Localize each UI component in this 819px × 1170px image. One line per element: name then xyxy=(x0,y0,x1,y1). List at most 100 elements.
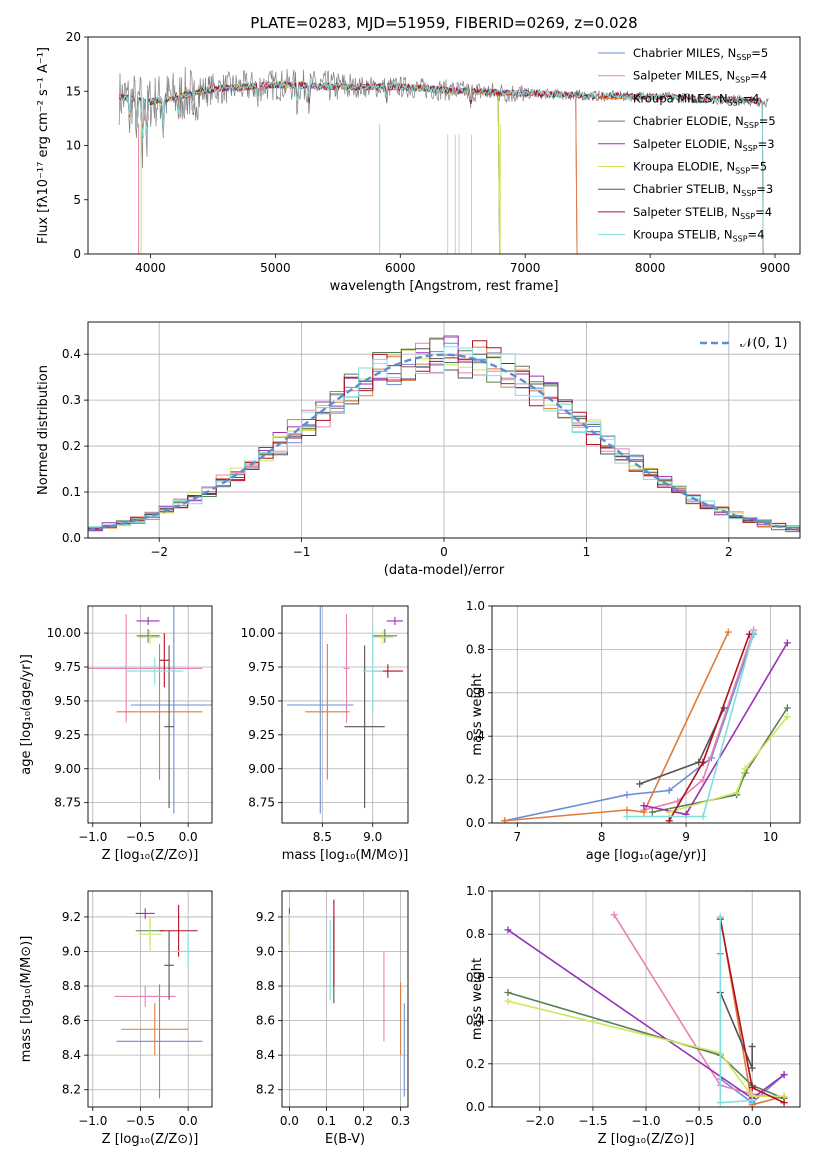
legend-subscript: SSP xyxy=(728,98,743,107)
errorbar-point xyxy=(386,616,403,625)
chart-weight_vs_Z: −2.0 −1.5 −1.0 −0.5 0.0 0.0 0.2 0.4 0.6 0.8 1.0 Z [… xyxy=(466,884,801,1147)
y-tick-label: 8.75 xyxy=(54,796,81,810)
y-tick-label: 9.0 xyxy=(62,944,81,958)
x-tick-label: 8 xyxy=(598,830,606,844)
legend-suffix: =5 xyxy=(750,160,767,174)
y-tick-label: 8.2 xyxy=(62,1083,81,1097)
y-axis-label: Flux [fλ10⁻¹⁷ erg cm⁻² s⁻¹ A⁻¹] xyxy=(36,47,51,244)
errorbar-point xyxy=(130,606,212,814)
x-tick-label: 0 xyxy=(440,545,448,559)
plot-area xyxy=(88,891,212,1107)
weight-line xyxy=(652,707,788,813)
axes-frame xyxy=(87,605,213,824)
legend-label: Kroupa MILES, NSSP=4 xyxy=(633,91,759,107)
y-tick-label: 9.00 xyxy=(248,762,275,776)
x-tick-label: −2 xyxy=(150,545,168,559)
x-tick-label: −0.5 xyxy=(685,1114,714,1128)
x-axis-label: E(B-V) xyxy=(325,1132,365,1147)
errorbar-point xyxy=(88,614,203,723)
legend-suffix: =4 xyxy=(755,205,772,219)
legend-suffix: =4 xyxy=(743,91,760,105)
normal-curve xyxy=(88,353,800,532)
x-tick-label: 6000 xyxy=(385,261,416,275)
errorbar-point xyxy=(164,645,174,809)
x-tick-label: 10 xyxy=(763,830,778,844)
x-tick-label: −1.0 xyxy=(78,830,107,844)
y-tick-label: 8.6 xyxy=(256,1014,275,1028)
chart-residuals: −2 −1 0 1 2 0.0 0.1 0.2 0.3 0.4 (data-model)/error… xyxy=(36,321,801,578)
y-axis-label: mass weight xyxy=(470,673,485,755)
y-axis-label: Normed distribution xyxy=(36,365,51,495)
axes-frame xyxy=(281,605,409,824)
legend: Chabrier MILES, NSSP=5 Salpeter MILES, NS… xyxy=(598,46,776,244)
plot-area xyxy=(282,606,408,823)
x-tick-label: 7000 xyxy=(510,261,541,275)
y-tick-label: 0.8 xyxy=(466,927,485,941)
y-tick-label: 5 xyxy=(73,193,81,207)
x-tick-label: 8000 xyxy=(635,261,666,275)
x-axis-label: wavelength [Angstrom, rest frame] xyxy=(330,279,559,294)
legend-suffix: =5 xyxy=(759,114,776,128)
errorbar-point xyxy=(136,616,160,625)
plot-area xyxy=(492,891,800,1107)
errorbar-point xyxy=(159,904,198,957)
legend-suffix: =4 xyxy=(748,228,765,242)
errorbar-point xyxy=(362,630,383,712)
errorbar-point xyxy=(138,630,162,644)
y-tick-label: 9.00 xyxy=(54,762,81,776)
x-tick-label: 7 xyxy=(513,830,521,844)
y-tick-label: 8.4 xyxy=(62,1048,81,1062)
legend-label: Salpeter STELIB, NSSP=4 xyxy=(633,205,772,221)
plot-area xyxy=(492,606,800,823)
x-tick-label: 9000 xyxy=(760,261,791,275)
weight-line xyxy=(507,1000,785,1097)
legend-subscript: SSP xyxy=(735,76,750,85)
x-tick-label: 2 xyxy=(725,545,733,559)
y-tick-label: 0.2 xyxy=(62,439,81,453)
y-tick-label: 0.4 xyxy=(466,1014,485,1028)
chart-age_vs_Z: −1.0 −0.5 0.0 8.75 9.00 9.25 9.50 9.75 10.00 Z [l… xyxy=(19,605,213,863)
y-tick-label: 0.8 xyxy=(466,642,485,656)
x-tick-label: 0.0 xyxy=(179,1114,198,1128)
weight-line xyxy=(668,716,788,813)
weight-series xyxy=(623,628,758,820)
weight-series xyxy=(501,628,732,823)
errorbar-point xyxy=(114,986,176,1007)
errorbar-point xyxy=(121,1003,189,1056)
errorbar-point xyxy=(136,629,160,643)
y-tick-label: 0.0 xyxy=(62,531,81,545)
axes-frame xyxy=(281,890,409,1108)
model-spectrum-line xyxy=(119,80,764,254)
chart-spectrum: 4000 5000 6000 7000 8000 9000 0 5 10 15 20 waveleng… xyxy=(36,14,801,294)
y-tick-label: 10.00 xyxy=(47,626,81,640)
y-tick-label: 0.2 xyxy=(466,773,485,787)
errorbar-point xyxy=(372,629,397,643)
plot-area xyxy=(88,606,212,823)
legend-label: Kroupa STELIB, NSSP=4 xyxy=(633,228,764,244)
errorbar-point xyxy=(164,930,174,1000)
legend-subscript: SSP xyxy=(740,212,755,221)
x-tick-label: 4000 xyxy=(135,261,166,275)
x-axis-label: Z [log₁₀(Z/Z⊙)] xyxy=(102,848,199,863)
errorbar-point xyxy=(305,643,350,780)
x-axis-label: Z [log₁₀(Z/Z⊙)] xyxy=(102,1132,199,1147)
legend-subscript: SSP xyxy=(736,53,751,62)
y-tick-label: 8.75 xyxy=(248,796,275,810)
y-axis-label: age [log₁₀(age/yr)] xyxy=(19,654,34,775)
chart-title: PLATE=0283, MJD=51959, FIBERID=0269, z=0… xyxy=(250,14,637,32)
legend-subscript: SSP xyxy=(743,144,758,153)
legend: 𝒩(0, 1) xyxy=(700,336,787,351)
x-tick-label: 5000 xyxy=(260,261,291,275)
y-tick-label: 0.4 xyxy=(62,347,81,361)
legend-subscript: SSP xyxy=(733,235,748,244)
plot-area xyxy=(282,891,408,1107)
y-tick-label: 8.4 xyxy=(256,1048,275,1062)
legend-subscript: SSP xyxy=(744,121,759,130)
chart-mass_vs_Z: −1.0 −0.5 0.0 8.2 8.4 8.6 8.8 9.0 9.2 Z [log₁₀(Z/… xyxy=(19,890,213,1147)
errorbar-point xyxy=(126,657,184,685)
y-tick-label: 9.2 xyxy=(256,910,275,924)
y-tick-label: 1.0 xyxy=(466,599,485,613)
legend-suffix: =5 xyxy=(751,46,768,60)
x-axis-label: (data-model)/error xyxy=(384,563,505,578)
chart-mass_vs_ebv: 0.0 0.1 0.2 0.3 8.2 8.4 8.6 8.8 9.0 9.2 E(B-V) xyxy=(256,890,410,1147)
